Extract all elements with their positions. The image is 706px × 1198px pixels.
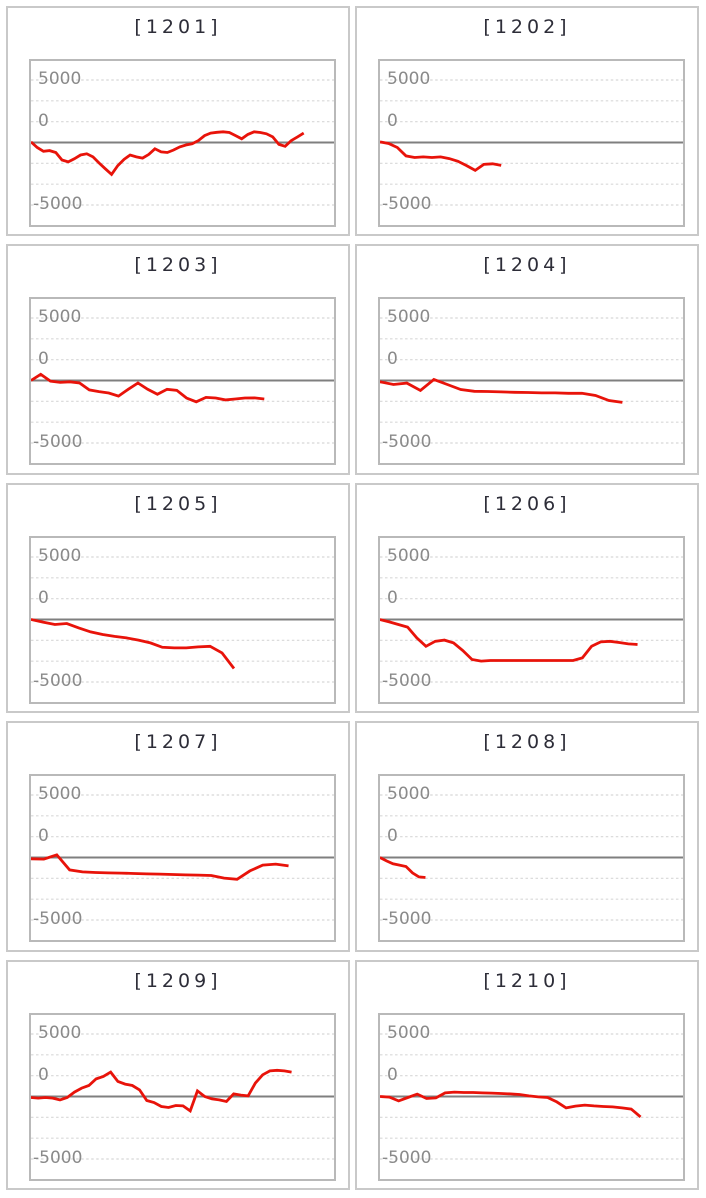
line-chart-svg [31, 794, 334, 921]
y-tick-0: 0 [387, 826, 398, 847]
plot-area: 5000 0 -5000 [378, 59, 685, 227]
plot-area: 5000 0 -5000 [29, 59, 336, 227]
chart-title: [1209] [134, 969, 222, 992]
y-tick-0: 0 [38, 349, 49, 370]
chart-title: [1210] [483, 969, 571, 992]
chart-cell: [1204] 5000 0 -5000 [355, 244, 699, 475]
y-tick-minus5000: -5000 [33, 194, 83, 215]
chart-title: [1203] [134, 254, 222, 277]
y-tick-5000: 5000 [38, 784, 82, 805]
y-tick-minus5000: -5000 [382, 1147, 432, 1168]
line-chart-svg [380, 79, 683, 206]
line-chart-svg [31, 556, 334, 683]
line-chart-svg [380, 794, 683, 921]
y-tick-0: 0 [387, 111, 398, 132]
chart-cell: [1208] 5000 0 -5000 [355, 721, 699, 952]
y-tick-5000: 5000 [38, 69, 82, 90]
chart-cell: [1202] 5000 0 -5000 [355, 6, 699, 237]
y-tick-minus5000: -5000 [382, 909, 432, 930]
chart-cell: [1205] 5000 0 -5000 [6, 482, 350, 714]
plot-area: 5000 0 -5000 [378, 535, 685, 704]
series-line [31, 617, 236, 670]
plot-area: 5000 0 -5000 [378, 297, 685, 466]
plot-area: 5000 0 -5000 [29, 1012, 336, 1181]
line-chart-svg [380, 317, 683, 444]
y-tick-minus5000: -5000 [33, 909, 83, 930]
y-tick-5000: 5000 [38, 545, 82, 566]
plot-area: 5000 0 -5000 [378, 1012, 685, 1181]
y-tick-5000: 5000 [387, 69, 431, 90]
line-chart-svg [380, 1032, 683, 1160]
series-line [31, 373, 265, 404]
y-tick-minus5000: -5000 [33, 432, 83, 453]
series-line [380, 1090, 642, 1118]
chart-cell: [1203] 5000 0 -5000 [6, 244, 350, 475]
series-line [31, 1068, 292, 1113]
chart-title: [1201] [134, 16, 222, 38]
y-tick-0: 0 [38, 111, 49, 132]
y-tick-0: 0 [387, 587, 398, 608]
y-tick-0: 0 [38, 826, 49, 847]
line-chart-svg [31, 317, 334, 444]
y-tick-0: 0 [38, 587, 49, 608]
y-tick-5000: 5000 [387, 1022, 431, 1043]
y-tick-5000: 5000 [387, 545, 431, 566]
chart-title: [1208] [483, 731, 571, 754]
chart-cell: [1209] 5000 0 -5000 [6, 959, 350, 1190]
y-tick-5000: 5000 [38, 307, 82, 328]
plot-area: 5000 0 -5000 [29, 297, 336, 466]
chart-title: [1205] [134, 492, 222, 515]
plot-area: 5000 0 -5000 [378, 774, 685, 943]
y-tick-minus5000: -5000 [382, 194, 432, 215]
chart-title: [1207] [134, 731, 222, 754]
chart-cell: [1206] 5000 0 -5000 [355, 482, 699, 714]
series-line [380, 378, 623, 405]
chart-title: [1202] [483, 16, 571, 38]
y-tick-minus5000: -5000 [382, 670, 432, 691]
y-tick-0: 0 [387, 1064, 398, 1085]
y-tick-minus5000: -5000 [33, 670, 83, 691]
y-tick-minus5000: -5000 [382, 432, 432, 453]
chart-cell: [1201] 5000 0 -5000 [6, 6, 350, 237]
line-chart-svg [31, 79, 334, 206]
chart-title: [1206] [483, 492, 571, 515]
plot-area: 5000 0 -5000 [29, 774, 336, 943]
line-chart-svg [31, 1032, 334, 1160]
series-line [380, 617, 638, 663]
y-tick-0: 0 [387, 349, 398, 370]
chart-cell: [1210] 5000 0 -5000 [355, 959, 699, 1190]
y-tick-0: 0 [38, 1064, 49, 1085]
y-tick-minus5000: -5000 [33, 1147, 83, 1168]
y-tick-5000: 5000 [387, 784, 431, 805]
y-tick-5000: 5000 [38, 1022, 82, 1043]
series-line [31, 130, 305, 177]
series-line [380, 856, 426, 880]
series-line [380, 140, 502, 173]
plot-area: 5000 0 -5000 [29, 535, 336, 704]
y-tick-5000: 5000 [387, 307, 431, 328]
chart-title: [1204] [483, 254, 571, 277]
series-line [31, 853, 289, 881]
chart-cell: [1207] 5000 0 -5000 [6, 721, 350, 952]
line-chart-svg [380, 556, 683, 683]
